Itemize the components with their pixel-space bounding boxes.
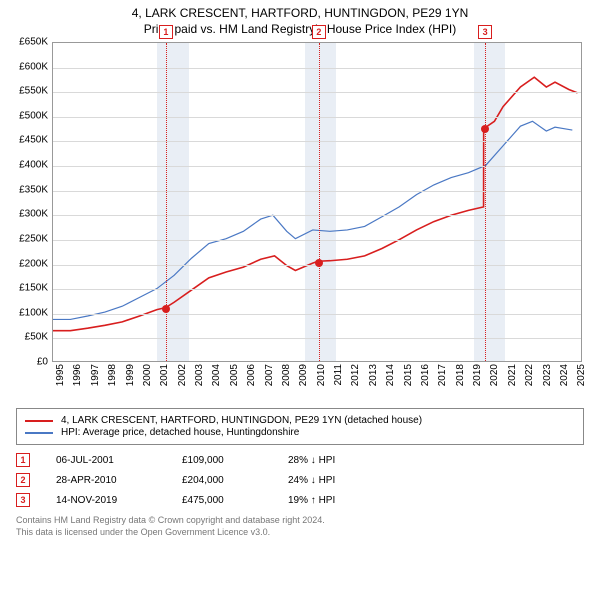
gridline xyxy=(53,117,581,118)
marker-box: 2 xyxy=(312,25,326,39)
marker-dot xyxy=(162,305,170,313)
y-axis-label: £250K xyxy=(19,233,48,244)
x-axis-label: 2001 xyxy=(159,364,170,386)
x-axis-label: 2000 xyxy=(142,364,153,386)
sale-date: 28-APR-2010 xyxy=(56,475,156,486)
y-axis-label: £150K xyxy=(19,283,48,294)
x-axis-label: 1995 xyxy=(55,364,66,386)
gridline xyxy=(53,338,581,339)
x-axis-label: 2016 xyxy=(420,364,431,386)
gridline xyxy=(53,141,581,142)
x-axis-label: 2014 xyxy=(385,364,396,386)
x-axis-label: 2018 xyxy=(455,364,466,386)
chart-container: 4, LARK CRESCENT, HARTFORD, HUNTINGDON, … xyxy=(0,0,600,590)
legend-row: HPI: Average price, detached house, Hunt… xyxy=(25,427,575,438)
x-axis-label: 1999 xyxy=(125,364,136,386)
marker-line xyxy=(319,43,320,361)
x-axis-label: 1996 xyxy=(72,364,83,386)
x-axis-label: 1997 xyxy=(90,364,101,386)
x-axis-label: 2017 xyxy=(437,364,448,386)
legend-swatch xyxy=(25,432,53,434)
marker-box: 1 xyxy=(159,25,173,39)
y-axis-label: £500K xyxy=(19,110,48,121)
y-axis-label: £400K xyxy=(19,160,48,171)
gridline xyxy=(53,240,581,241)
x-axis-label: 2009 xyxy=(298,364,309,386)
footer-line2: This data is licensed under the Open Gov… xyxy=(16,527,584,539)
sale-price: £109,000 xyxy=(182,455,262,466)
y-axis-label: £200K xyxy=(19,258,48,269)
sale-marker: 1 xyxy=(16,453,30,467)
plot-region: 123 xyxy=(52,42,582,362)
sale-date: 06-JUL-2001 xyxy=(56,455,156,466)
x-axis-label: 2025 xyxy=(576,364,587,386)
footer-line1: Contains HM Land Registry data © Crown c… xyxy=(16,515,584,527)
sales-table: 1 06-JUL-2001 £109,000 28% ↓ HPI 2 28-APR-201… xyxy=(16,453,584,507)
marker-line xyxy=(485,43,486,361)
legend: 4, LARK CRESCENT, HARTFORD, HUNTINGDON, … xyxy=(16,408,584,445)
legend-label: HPI: Average price, detached house, Hunt… xyxy=(61,427,299,438)
sale-row: 2 28-APR-2010 £204,000 24% ↓ HPI xyxy=(16,473,584,487)
footer: Contains HM Land Registry data © Crown c… xyxy=(16,515,584,538)
gridline xyxy=(53,166,581,167)
x-axis-label: 2011 xyxy=(333,364,344,386)
x-axis-label: 2010 xyxy=(316,364,327,386)
x-axis-label: 2021 xyxy=(507,364,518,386)
gridline xyxy=(53,68,581,69)
y-axis-label: £50K xyxy=(25,332,48,343)
legend-swatch xyxy=(25,420,53,422)
sale-row: 1 06-JUL-2001 £109,000 28% ↓ HPI xyxy=(16,453,584,467)
legend-row: 4, LARK CRESCENT, HARTFORD, HUNTINGDON, … xyxy=(25,415,575,426)
x-axis-label: 2008 xyxy=(281,364,292,386)
legend-label: 4, LARK CRESCENT, HARTFORD, HUNTINGDON, … xyxy=(61,415,422,426)
y-axis-label: £350K xyxy=(19,184,48,195)
x-axis-label: 2003 xyxy=(194,364,205,386)
y-axis-label: £300K xyxy=(19,209,48,220)
x-axis-label: 2023 xyxy=(542,364,553,386)
sale-row: 3 14-NOV-2019 £475,000 19% ↑ HPI xyxy=(16,493,584,507)
x-axis-label: 2024 xyxy=(559,364,570,386)
sale-price: £475,000 xyxy=(182,495,262,506)
y-axis-label: £0 xyxy=(37,357,48,368)
sale-marker: 3 xyxy=(16,493,30,507)
title-block: 4, LARK CRESCENT, HARTFORD, HUNTINGDON, … xyxy=(0,0,600,38)
gridline xyxy=(53,289,581,290)
sale-date: 14-NOV-2019 xyxy=(56,495,156,506)
sale-price: £204,000 xyxy=(182,475,262,486)
x-axis-label: 2006 xyxy=(246,364,257,386)
y-axis-label: £550K xyxy=(19,86,48,97)
x-axis-label: 2012 xyxy=(350,364,361,386)
x-axis-label: 2019 xyxy=(472,364,483,386)
x-axis-label: 2013 xyxy=(368,364,379,386)
gridline xyxy=(53,314,581,315)
x-axis-label: 2002 xyxy=(177,364,188,386)
y-axis-label: £650K xyxy=(19,37,48,48)
marker-dot xyxy=(481,125,489,133)
sale-diff: 28% ↓ HPI xyxy=(288,455,368,466)
x-axis-label: 2020 xyxy=(489,364,500,386)
marker-dot xyxy=(315,259,323,267)
marker-box: 3 xyxy=(478,25,492,39)
x-axis-label: 2004 xyxy=(211,364,222,386)
gridline xyxy=(53,215,581,216)
chart-area: 123 £0 £50K £100K £150K £200K £250K £300K £350K… xyxy=(10,42,590,402)
property-line xyxy=(53,77,578,330)
title-subtitle: Price paid vs. HM Land Registry's House … xyxy=(10,22,590,36)
x-axis-label: 2015 xyxy=(403,364,414,386)
y-axis-label: £100K xyxy=(19,307,48,318)
x-axis-label: 2005 xyxy=(229,364,240,386)
y-axis-label: £600K xyxy=(19,61,48,72)
x-axis-label: 1998 xyxy=(107,364,118,386)
y-axis-label: £450K xyxy=(19,135,48,146)
title-address: 4, LARK CRESCENT, HARTFORD, HUNTINGDON, … xyxy=(10,6,590,20)
gridline xyxy=(53,191,581,192)
gridline xyxy=(53,92,581,93)
x-axis-label: 2007 xyxy=(264,364,275,386)
sale-diff: 24% ↓ HPI xyxy=(288,475,368,486)
x-axis-label: 2022 xyxy=(524,364,535,386)
sale-marker: 2 xyxy=(16,473,30,487)
sale-diff: 19% ↑ HPI xyxy=(288,495,368,506)
